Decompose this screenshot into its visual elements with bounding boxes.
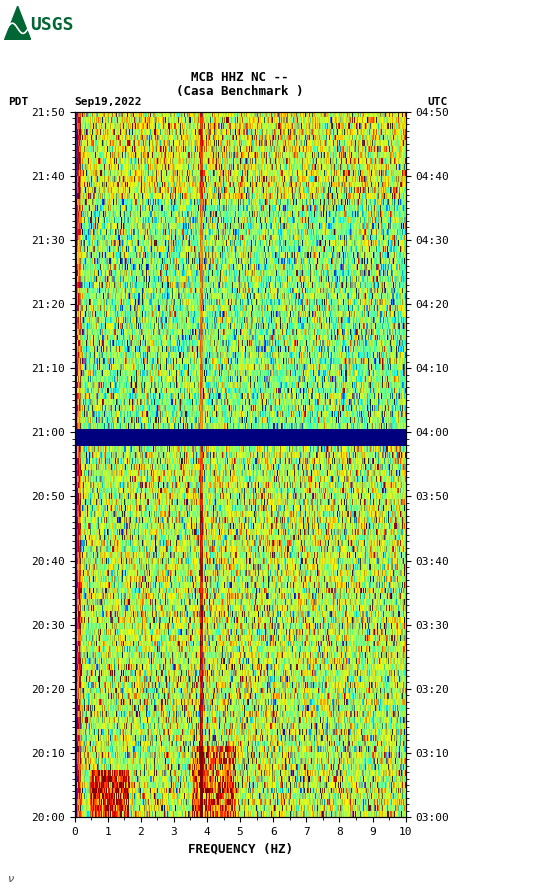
Text: UTC: UTC <box>428 96 448 107</box>
X-axis label: FREQUENCY (HZ): FREQUENCY (HZ) <box>188 842 293 855</box>
Text: Sep19,2022: Sep19,2022 <box>75 96 142 107</box>
Polygon shape <box>4 6 31 40</box>
Text: (Casa Benchmark ): (Casa Benchmark ) <box>177 86 304 98</box>
Text: PDT: PDT <box>8 96 29 107</box>
Text: $\nu$: $\nu$ <box>7 874 14 884</box>
Text: USGS: USGS <box>30 16 74 34</box>
Text: MCB HHZ NC --: MCB HHZ NC -- <box>192 71 289 84</box>
